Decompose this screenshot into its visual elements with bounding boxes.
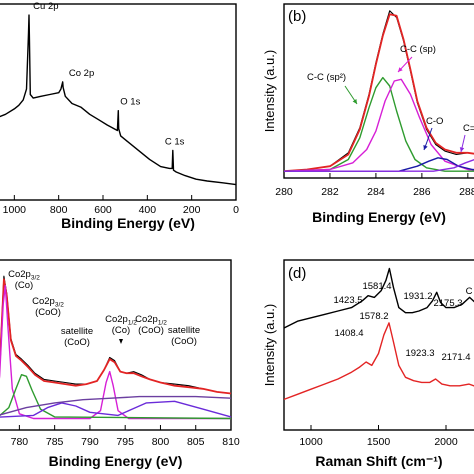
raman-peak-label: C xyxy=(466,286,473,297)
raman-peak-label: 1923.3 xyxy=(405,348,434,359)
peak-label-phase: (Co) xyxy=(112,325,130,336)
peak-label: Co 2p xyxy=(69,68,94,79)
series-line-3 xyxy=(0,374,232,420)
peak-label-phase: (CoO) xyxy=(138,325,164,336)
x-tick-label: 805 xyxy=(187,436,205,448)
annotation-arrowhead xyxy=(352,99,357,104)
x-tick-label: 286 xyxy=(413,186,431,198)
x-tick-label: 288 xyxy=(459,186,474,198)
x-tick-label: 800 xyxy=(152,436,170,448)
series-line-0 xyxy=(0,14,237,186)
raman-peak-label: 2175.3 xyxy=(433,298,462,309)
x-tick-label: 284 xyxy=(367,186,385,198)
x-tick-label: 790 xyxy=(81,436,99,448)
series-line-0 xyxy=(283,267,474,329)
raman-peak-label: 1931.2 xyxy=(403,291,432,302)
panel-frame xyxy=(283,259,474,431)
peak-label: Co2p1/2 xyxy=(105,314,137,327)
peak-label-phase: (CoO) xyxy=(171,336,197,347)
x-tick-label: 1000 xyxy=(299,436,323,448)
component-label: C-C (sp) xyxy=(400,44,436,55)
peak-label-subscript: 1/2 xyxy=(158,320,167,327)
panel-frame xyxy=(0,259,232,431)
series-line-1 xyxy=(0,278,232,395)
panel-b: 280 282 284 286 288 Binding Energy (eV) Intens… xyxy=(262,3,474,225)
peak-label-name: Co2p xyxy=(32,296,55,307)
raman-peak-label: 1581.4 xyxy=(362,281,391,292)
x-tick-label: 0 xyxy=(233,204,239,216)
raman-peak-label: 2171.4 xyxy=(441,352,470,363)
series-line-1 xyxy=(283,322,474,401)
peak-label-name: Co2p xyxy=(105,314,128,325)
x-tick-label: 1500 xyxy=(367,436,391,448)
y-axis-label: Intensity (a.u.) xyxy=(262,304,277,386)
peak-label-phase: (CoO) xyxy=(35,307,61,318)
peak-label: O 1s xyxy=(120,97,140,108)
peak-label-name: Co2p xyxy=(8,269,31,280)
annotation-arrowhead xyxy=(119,339,123,344)
x-axis-label: Binding Energy (eV) xyxy=(61,215,195,231)
peak-label: satellite xyxy=(168,325,200,336)
y-axis-label: Intensity (a.u.) xyxy=(262,50,277,132)
x-tick-label: 795 xyxy=(116,436,134,448)
peak-label-subscript: 3/2 xyxy=(55,302,64,309)
series-line-3 xyxy=(283,78,474,172)
x-tick-label: 282 xyxy=(321,186,339,198)
x-tick-label: 800 xyxy=(50,204,68,216)
peak-label: C 1s xyxy=(165,136,185,147)
panel-letter-bg xyxy=(285,6,311,26)
series-line-4 xyxy=(0,400,232,418)
peak-label-name: Co2p xyxy=(135,314,158,325)
x-tick-label: 200 xyxy=(183,204,201,216)
x-axis-label: Binding Energy (eV) xyxy=(312,209,446,225)
peak-label: Co2p3/2 xyxy=(32,296,64,309)
series-line-0 xyxy=(283,10,474,172)
peak-label-name: satellite xyxy=(61,326,93,337)
x-tick-label: 785 xyxy=(46,436,64,448)
x-tick-label: 810 xyxy=(222,436,240,448)
raman-peak-label: 1578.2 xyxy=(359,311,388,322)
x-tick-label: 1000 xyxy=(3,204,27,216)
peak-label: Co2p3/2 xyxy=(8,269,40,282)
panel-d: 1000 1500 2000 Raman Shift (cm⁻¹) Intensity … xyxy=(262,259,474,469)
annotation-arrowhead xyxy=(423,145,428,150)
panel-letter-bg xyxy=(285,262,311,282)
x-tick-label: 2000 xyxy=(434,436,458,448)
component-label: C-O xyxy=(426,116,443,127)
series-line-5 xyxy=(284,159,474,172)
annotation-arrowhead xyxy=(459,147,465,152)
peak-label: satellite xyxy=(61,326,93,337)
panel-letter-d: (d) xyxy=(288,265,306,282)
annotation-arrowhead xyxy=(398,67,403,72)
peak-label-name: satellite xyxy=(168,325,200,336)
series-line-4 xyxy=(284,157,474,172)
x-axis-label: Raman Shift (cm⁻¹) xyxy=(315,453,442,469)
peak-label-subscript: 1/2 xyxy=(128,320,137,327)
series-line-1 xyxy=(283,13,474,173)
peak-label: Co2p1/2 xyxy=(135,314,167,327)
peak-label-subscript: 3/2 xyxy=(31,275,40,282)
series-line-2 xyxy=(0,284,231,420)
raman-peak-label: 1423.5 xyxy=(333,295,362,306)
panel-frame xyxy=(283,3,474,179)
peak-label-phase: (CoO) xyxy=(64,337,90,348)
peak-label-phase: (Co) xyxy=(15,280,33,291)
panel-a: 1000 800 600 400 200 0 Binding Energy (eV) Cu 2… xyxy=(0,1,239,231)
component-label: C-C (sp²) xyxy=(307,72,346,83)
series-line-2 xyxy=(283,76,474,172)
raman-peak-label: 1408.4 xyxy=(334,328,363,339)
component-label: C= xyxy=(463,123,474,134)
series-line-5 xyxy=(0,395,232,416)
panel-letter-b: (b) xyxy=(288,8,306,25)
x-tick-label: 600 xyxy=(94,204,112,216)
x-tick-label: 780 xyxy=(11,436,29,448)
panel-frame xyxy=(0,3,237,201)
panel-c: 780 785 790 795 800 805 810 Binding Energy (eV)… xyxy=(0,259,240,469)
x-tick-label: 280 xyxy=(275,186,293,198)
peak-label: Cu 2p xyxy=(33,1,58,12)
x-axis-label: Binding Energy (eV) xyxy=(49,453,183,469)
x-tick-label: 400 xyxy=(139,204,157,216)
